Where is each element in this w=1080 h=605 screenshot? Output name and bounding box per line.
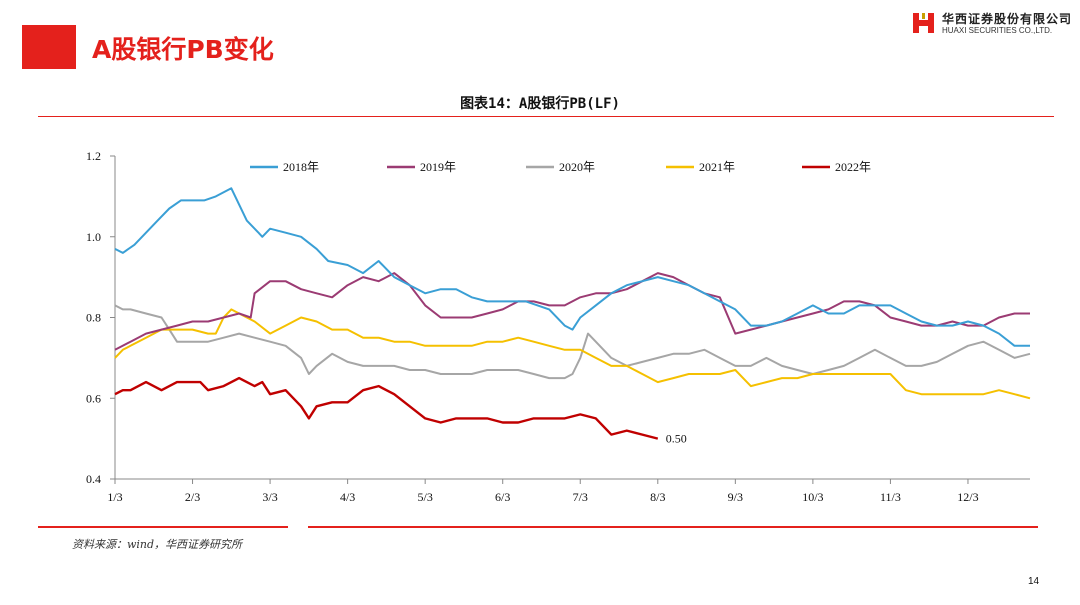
- y-tick-label: 0.8: [86, 311, 101, 325]
- logo-company-name-cn: 华西证券股份有限公司: [942, 12, 1073, 26]
- chart-axes: 0.4 0.6 0.8 1.0 1.2 1/3 2/3 3/3 4/3 5/3 6/3 7/3 8/3 9…: [86, 149, 1030, 504]
- y-tick-label: 1.0: [86, 230, 101, 244]
- x-tick-label: 9/3: [728, 490, 743, 504]
- x-tick-label: 12/3: [957, 490, 978, 504]
- legend-label: 2019年: [420, 160, 456, 174]
- series-line-2022: [114, 376, 659, 440]
- chart-series-layer: [114, 187, 1031, 440]
- x-tick-label: 6/3: [495, 490, 510, 504]
- data-label-latest-value: 0.50: [666, 432, 687, 446]
- x-tick-label: 1/3: [107, 490, 122, 504]
- x-tick-label: 11/3: [880, 490, 901, 504]
- x-tick-label: 10/3: [802, 490, 823, 504]
- legend-label: 2021年: [699, 160, 735, 174]
- chart-title: 图表14：A股银行PB(LF): [460, 96, 620, 112]
- slide-title: A股银行PB变化: [92, 35, 274, 64]
- y-tick-label: 1.2: [86, 149, 101, 163]
- series-line-2019: [114, 272, 1030, 351]
- pb-line-chart: 0.4 0.6 0.8 1.0 1.2 1/3 2/3 3/3 4/3 5/3 6/3 7/3 8/3 9…: [86, 149, 1031, 504]
- x-tick-label: 2/3: [185, 490, 200, 504]
- legend-label: 2018年: [283, 160, 319, 174]
- source-note: 资料来源：wind，华西证券研究所: [72, 538, 243, 551]
- chart-annotations: 0.50: [666, 432, 687, 446]
- page-number: 14: [1028, 576, 1040, 587]
- x-tick-label: 4/3: [340, 490, 355, 504]
- series-line-2021: [114, 308, 1031, 400]
- series-line-2018: [114, 187, 1030, 347]
- chart-legend: 2018年 2019年 2020年 2021年 2022年: [250, 160, 871, 174]
- legend-label: 2020年: [559, 160, 595, 174]
- y-tick-label: 0.6: [86, 391, 101, 405]
- chart-title-rule: [38, 116, 1054, 117]
- series-line-2020: [114, 304, 1031, 380]
- huaxi-logo-icon: [913, 13, 934, 33]
- x-tick-label: 7/3: [573, 490, 588, 504]
- legend-label: 2022年: [835, 160, 871, 174]
- x-tick-label: 3/3: [262, 490, 277, 504]
- y-tick-label: 0.4: [86, 472, 101, 486]
- title-accent-block: [22, 25, 76, 69]
- logo-company-name-en: HUAXI SECURITIES CO.,LTD.: [942, 26, 1053, 35]
- x-tick-label: 8/3: [650, 490, 665, 504]
- footer-rule: [38, 526, 1038, 528]
- company-logo: 华西证券股份有限公司 HUAXI SECURITIES CO.,LTD.: [912, 10, 1072, 38]
- x-tick-label: 5/3: [417, 490, 432, 504]
